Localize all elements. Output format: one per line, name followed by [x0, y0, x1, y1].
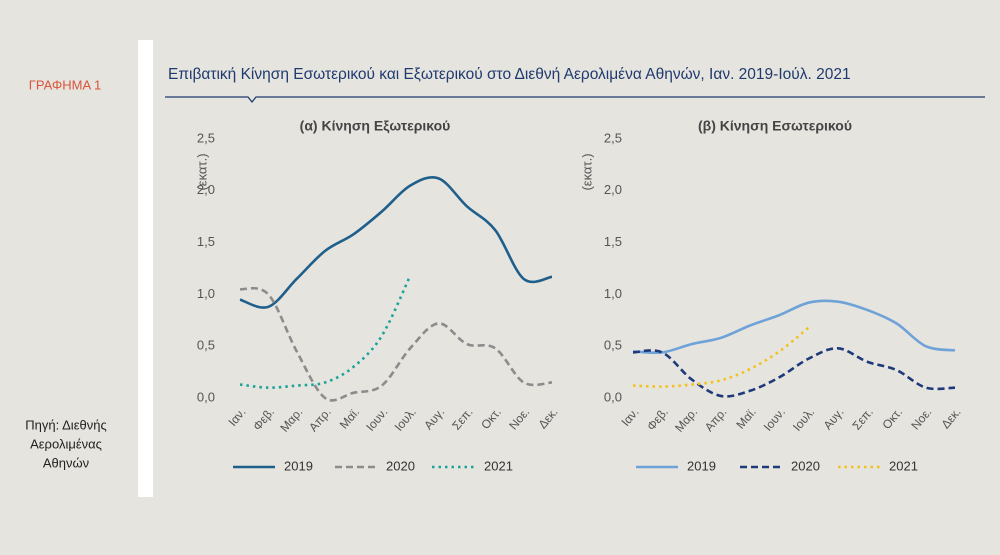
x-tick-label: Ιουν. [761, 405, 788, 434]
x-tick-label: Μαρ. [277, 405, 305, 435]
y-tick-label: 0,5 [604, 338, 622, 353]
x-tick-label: Ιαν. [225, 405, 248, 429]
source-line: Αθηνών [43, 455, 89, 470]
y-tick-label: 0,0 [197, 389, 215, 404]
y-axis-label: (εκατ.) [194, 153, 209, 190]
y-axis-label: (εκατ.) [579, 153, 594, 190]
y-tick-label: 2,0 [604, 182, 622, 197]
y-tick-label: 1,0 [197, 286, 215, 301]
legend-label: 2021 [484, 458, 513, 473]
x-tick-label: Απρ. [306, 405, 334, 434]
x-tick-label: Αυγ. [421, 405, 447, 432]
x-tick-label: Ιουν. [363, 405, 390, 434]
legend-label: 2020 [791, 458, 820, 473]
x-tick-label: Δεκ. [535, 405, 560, 431]
y-tick-label: 1,0 [604, 286, 622, 301]
legend-label: 2019 [284, 458, 313, 473]
x-tick-label: Ιουλ. [790, 405, 817, 434]
y-tick-label: 1,5 [197, 234, 215, 249]
legend-label: 2021 [889, 458, 918, 473]
side-bar [138, 40, 153, 497]
y-tick-label: 1,5 [604, 234, 622, 249]
x-tick-label: Οκτ. [478, 405, 504, 432]
x-tick-label: Μαρ. [672, 405, 700, 435]
x-tick-label: Ιουλ. [392, 405, 419, 434]
y-tick-label: 2,0 [197, 182, 215, 197]
x-tick-label: Φεβ. [644, 405, 671, 433]
y-tick-label: 2,5 [604, 130, 622, 145]
x-tick-label: Οκτ. [879, 405, 905, 432]
y-tick-label: 0,0 [604, 389, 622, 404]
y-tick-label: 2,5 [197, 130, 215, 145]
series-line [239, 175, 553, 309]
x-tick-label: Νοε. [908, 405, 934, 432]
x-tick-label: Απρ. [702, 405, 730, 434]
x-tick-label: Μαϊ. [337, 405, 362, 432]
source-line: Πηγή: Διεθνής [25, 417, 106, 432]
legend-label: 2020 [386, 458, 415, 473]
series-line [632, 299, 956, 355]
x-tick-label: Νοε. [506, 405, 532, 432]
x-tick-label: Δεκ. [938, 405, 963, 431]
x-tick-label: Ιαν. [618, 405, 641, 429]
x-tick-label: Σεπ. [850, 405, 876, 433]
x-tick-label: Φεβ. [250, 405, 277, 433]
panel-title: (β) Κίνηση Εσωτερικού [698, 118, 852, 134]
figure-label: ΓΡΑΦΗΜΑ 1 [29, 77, 102, 92]
series-line [239, 275, 412, 389]
x-tick-label: Σεπ. [449, 405, 475, 433]
figure-title: Επιβατική Κίνηση Εσωτερικού και Εξωτερικ… [168, 66, 851, 83]
x-tick-label: Αυγ. [821, 405, 847, 432]
legend-label: 2019 [687, 458, 716, 473]
series-line [632, 326, 810, 388]
y-tick-label: 0,5 [197, 338, 215, 353]
source-line: Αερολιμένας [30, 436, 102, 451]
series-line [239, 286, 553, 402]
x-tick-label: Μαϊ. [733, 405, 758, 432]
title-rule [165, 96, 985, 104]
panel-title: (α) Κίνηση Εξωτερικού [300, 118, 451, 134]
series-line [632, 346, 956, 398]
